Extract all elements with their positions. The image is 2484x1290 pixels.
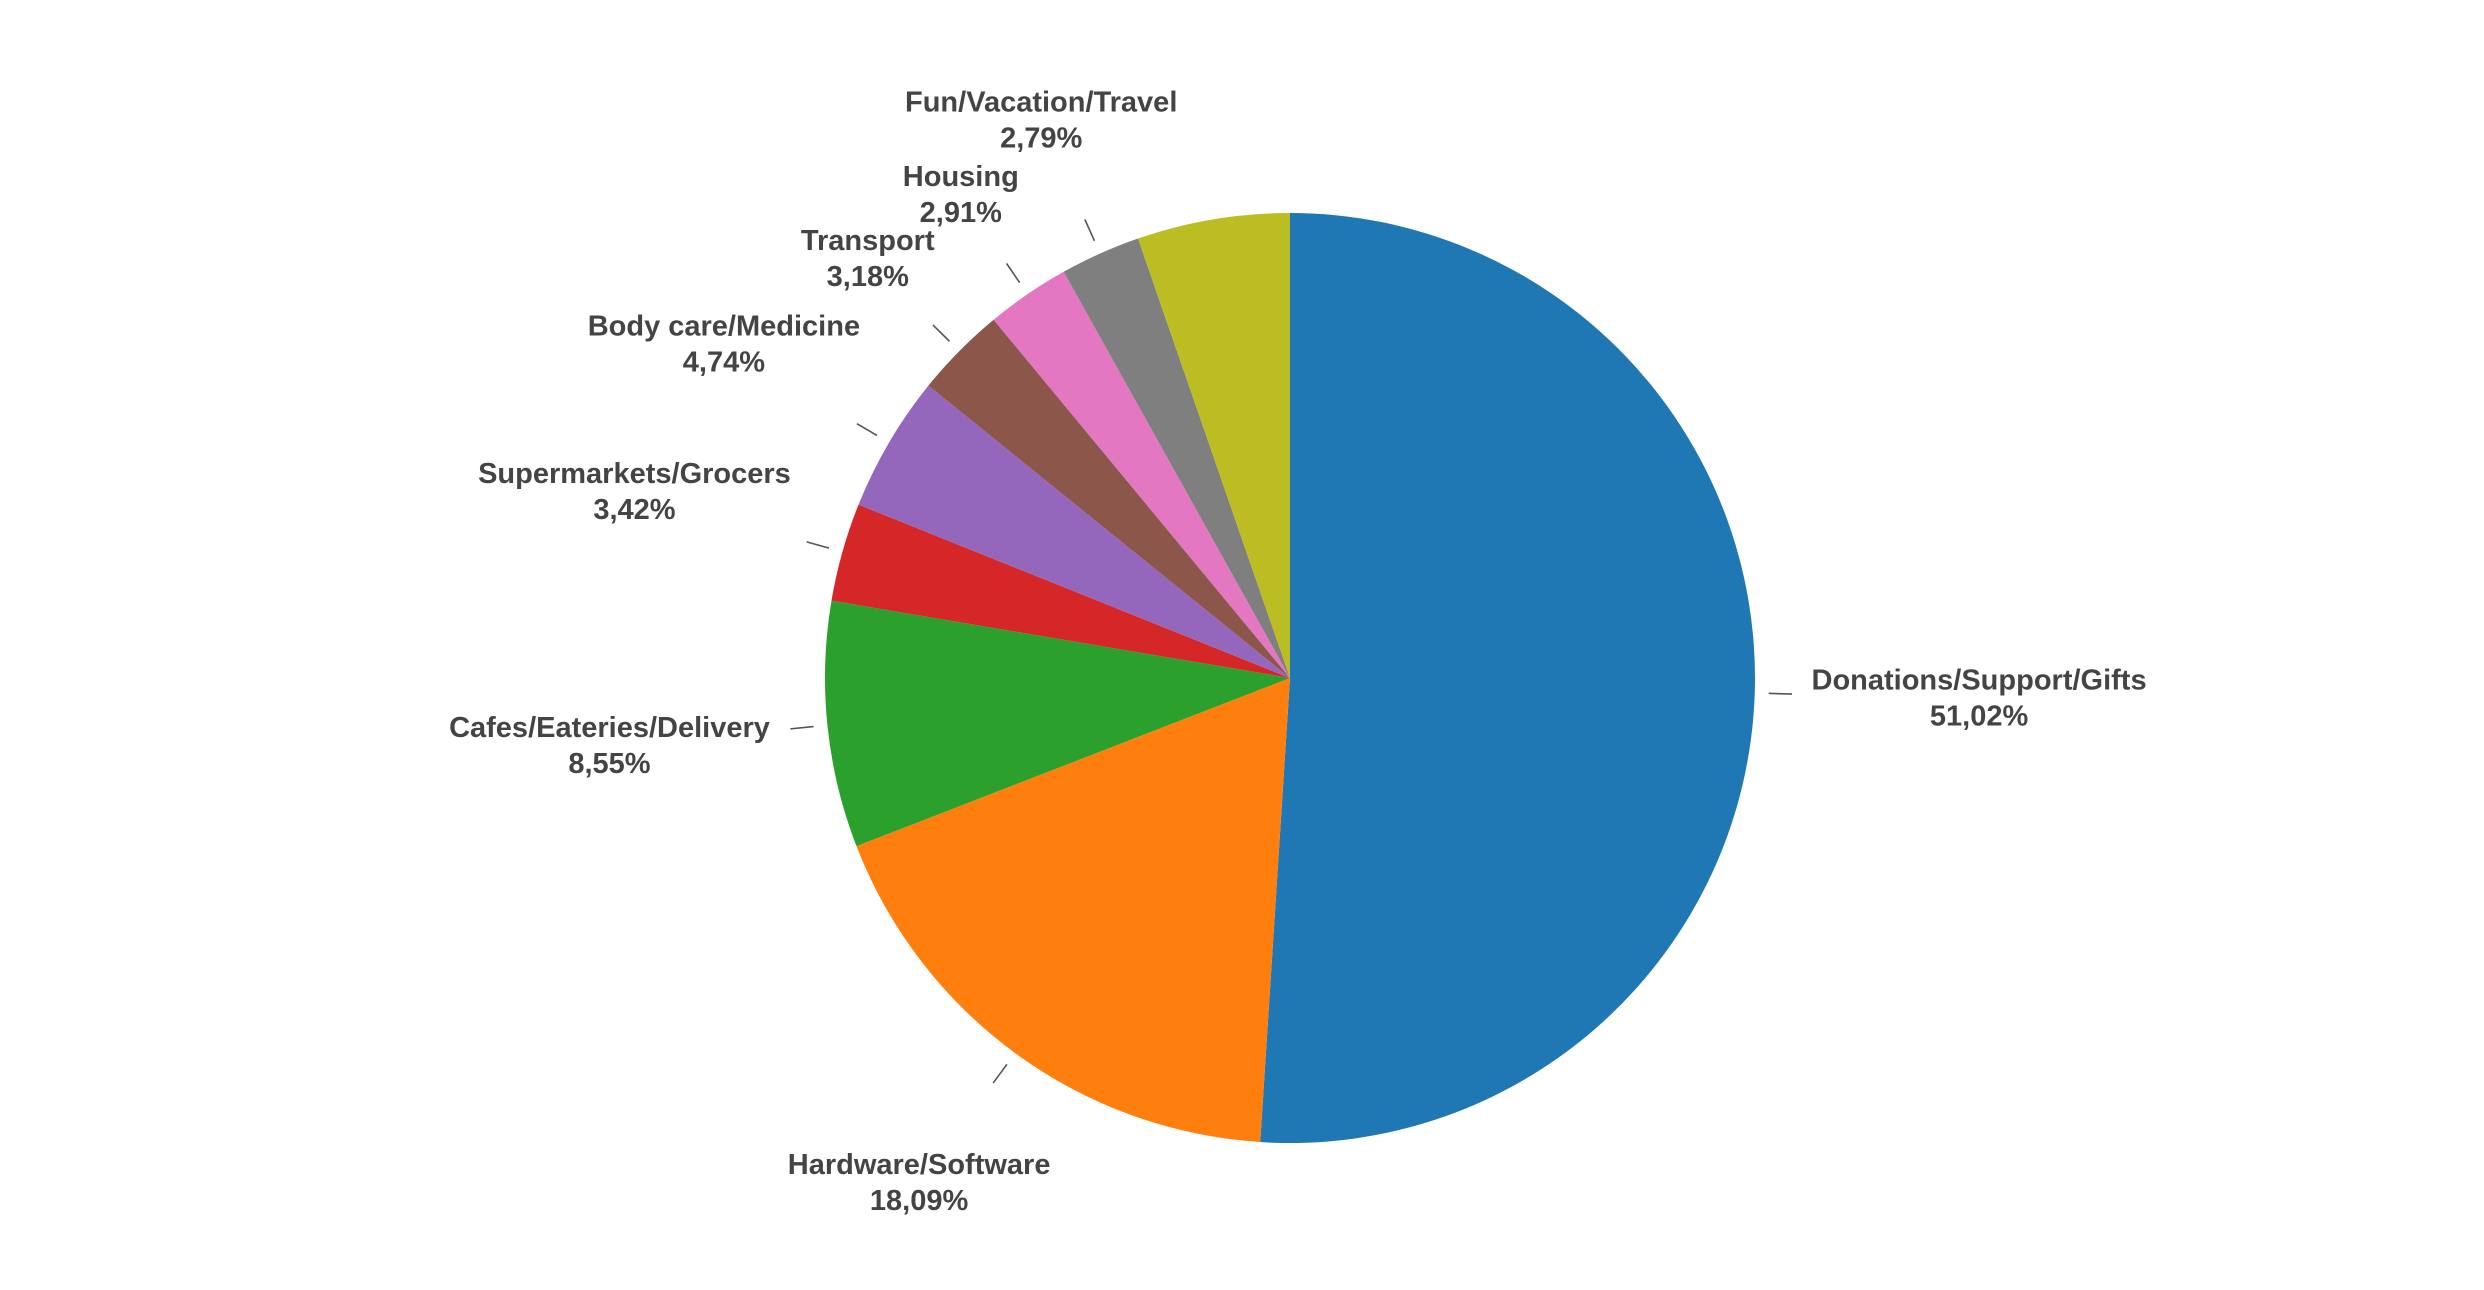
leader-line <box>1768 692 1792 695</box>
slice-label: Cafes/Eateries/Delivery <box>449 712 770 744</box>
pie-slice <box>1063 238 1290 679</box>
slice-label: Housing <box>903 161 1019 193</box>
leader-line <box>1084 219 1096 242</box>
pie-slice <box>928 319 1290 678</box>
leader-line <box>806 541 830 549</box>
leader-line <box>1005 262 1021 284</box>
pie-slice <box>831 504 1290 678</box>
slice-value-label: 3,18% <box>827 261 909 293</box>
pie-slice <box>856 678 1290 1143</box>
pie-slice <box>993 271 1290 678</box>
slice-label: Fun/Vacation/Travel <box>905 86 1177 118</box>
slice-value-label: 3,42% <box>593 494 675 526</box>
slice-value-label: 51,02% <box>1930 701 2029 733</box>
slice-label: Body care/Medicine <box>588 310 860 342</box>
slice-value-label: 4,74% <box>683 346 765 378</box>
pie-slice <box>825 600 1290 847</box>
slice-value-label: 2,91% <box>920 197 1002 229</box>
slice-value-label: 18,09% <box>870 1185 969 1217</box>
leader-line <box>856 423 878 437</box>
slice-value-label: 8,55% <box>568 748 650 780</box>
pie-slice <box>1137 213 1290 678</box>
slice-label: Hardware/Software <box>788 1149 1051 1181</box>
pie-slice <box>858 385 1290 678</box>
pie-slice <box>1260 213 1755 1143</box>
leader-line <box>790 725 814 730</box>
slice-value-label: 2,79% <box>1000 122 1082 154</box>
slice-label: Transport <box>801 225 935 257</box>
slice-label: Supermarkets/Grocers <box>478 458 791 490</box>
slice-label: Donations/Support/Gifts <box>1812 665 2147 697</box>
leader-line <box>992 1063 1008 1084</box>
leader-line <box>932 324 950 342</box>
